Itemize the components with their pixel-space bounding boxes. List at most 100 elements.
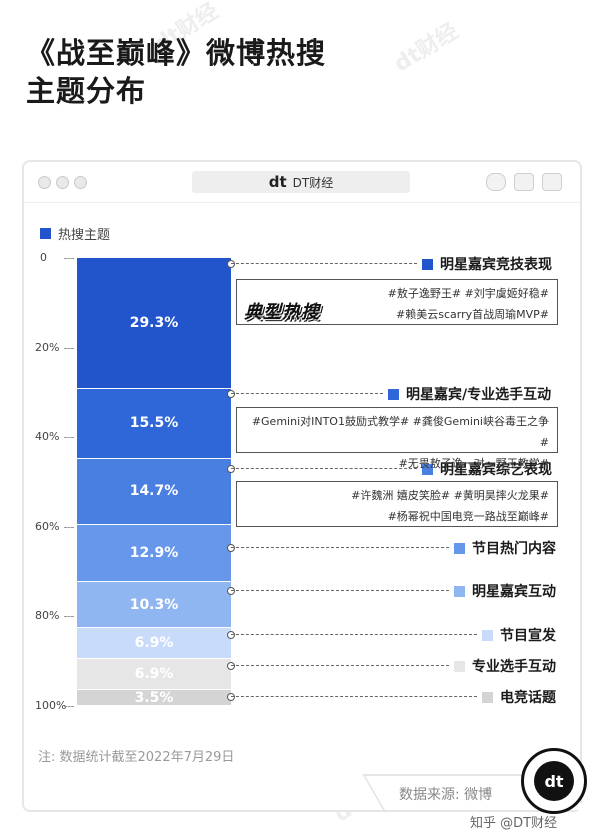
zoom-dot-icon[interactable]: [74, 176, 87, 189]
segment-value-label: 6.9%: [134, 666, 174, 683]
category-swatch: [422, 463, 433, 475]
category-label: 明星嘉宾综艺表现: [422, 459, 552, 479]
y-tick-mark: [64, 437, 74, 439]
y-tick-mark: [64, 347, 74, 349]
y-tick-label: 0: [40, 251, 47, 264]
leader-dot: [227, 544, 235, 552]
category-label: 节目热门内容: [454, 538, 556, 558]
category-label: 明星嘉宾/专业选手互动: [388, 384, 551, 404]
category-swatch: [454, 585, 465, 597]
leader-dot: [227, 465, 235, 473]
close-dot-icon[interactable]: [38, 176, 51, 189]
y-tick-mark: [64, 706, 74, 707]
typical-hot-search-stamp: 典型热搜: [244, 302, 320, 323]
bar-segment: 15.5%: [77, 389, 231, 459]
category-label: 节目宣发: [482, 625, 556, 645]
category-name: 明星嘉宾竞技表现: [440, 257, 552, 273]
leader-dot: [227, 662, 235, 670]
category-swatch: [482, 691, 493, 703]
credit-text: 知乎 @DT财经: [470, 816, 558, 831]
address-bar[interactable]: dt DT财经: [192, 171, 410, 193]
segment-value-label: 6.9%: [134, 635, 174, 652]
hot-search-tag-line: #无畏敖子逸一对一野王教学#: [398, 457, 549, 470]
leader-dot: [227, 390, 235, 398]
category-label: 明星嘉宾竞技表现: [422, 254, 552, 274]
hot-search-tag-line: #许魏洲 嬉皮笑脸# #黄明昊摔火龙果#: [351, 489, 549, 502]
hot-search-tag-line: #赖美云scarry首战周瑜MVP#: [396, 308, 549, 321]
bar-segment: 6.9%: [77, 659, 231, 691]
bar-segment: 6.9%: [77, 628, 231, 660]
leader-line: [231, 665, 449, 666]
category-swatch: [422, 258, 433, 270]
segment-value-label: 10.3%: [129, 596, 179, 613]
category-swatch: [454, 542, 465, 554]
share-icon[interactable]: [514, 173, 534, 191]
bar-segment: 10.3%: [77, 582, 231, 629]
toggle-icon[interactable]: [486, 173, 506, 191]
leader-line: [231, 696, 477, 697]
title-line-2: 主题分布: [26, 74, 147, 108]
page-title: 《战至巅峰》微博热搜 主题分布: [26, 34, 326, 110]
leader-dot: [227, 693, 235, 701]
leader-line: [231, 468, 417, 469]
watermark: dt财经: [390, 18, 463, 78]
dt-logo-icon: dt: [534, 761, 574, 801]
y-tick-mark: [64, 258, 74, 259]
category-swatch: [454, 660, 465, 672]
segment-value-label: 14.7%: [129, 483, 179, 500]
leader-line: [231, 393, 383, 394]
category-swatch: [482, 629, 493, 641]
data-source: 数据来源: 微博: [399, 787, 493, 803]
category-name: 明星嘉宾互动: [472, 584, 556, 600]
hot-search-examples-box: #Gemini对INTO1鼓励式教学# #龚俊Gemini峡谷毒王之争# #无畏敖…: [236, 407, 558, 470]
segment-value-label: 15.5%: [129, 415, 179, 432]
copy-icon[interactable]: [542, 173, 562, 191]
y-tick-label: 60%: [35, 519, 60, 533]
y-tick-mark: [64, 616, 74, 618]
brand-logo-icon: dt: [268, 173, 287, 191]
y-tick-label: 20%: [35, 340, 60, 354]
minimize-dot-icon[interactable]: [56, 176, 69, 189]
leader-dot: [227, 631, 235, 639]
leader-dot: [227, 260, 235, 268]
y-tick-mark: [64, 526, 74, 528]
bar-segment: 3.5%: [77, 690, 231, 706]
hot-search-examples-box: #许魏洲 嬉皮笑脸# #黄明昊摔火龙果# #杨幂祝中国电竞一路战至巅峰#: [236, 481, 558, 527]
category-name: 节目宣发: [500, 628, 556, 644]
category-name: 明星嘉宾/专业选手互动: [406, 387, 552, 403]
hot-search-tag-line: #Gemini对INTO1鼓励式教学# #龚俊Gemini峡谷毒王之争#: [251, 415, 549, 449]
y-tick-label: 40%: [35, 430, 60, 444]
category-name: 明星嘉宾综艺表现: [440, 462, 552, 478]
category-name: 节目热门内容: [472, 541, 556, 557]
legend-swatch: [40, 228, 51, 239]
brand-name: DT财经: [292, 175, 334, 190]
title-line-1: 《战至巅峰》微博热搜: [26, 36, 327, 70]
bar-segment: 29.3%: [77, 258, 231, 390]
bar-segment: 14.7%: [77, 458, 231, 525]
category-label: 电竞话题: [482, 687, 556, 707]
category-swatch: [388, 388, 399, 400]
leader-line: [231, 634, 477, 635]
segment-value-label: 3.5%: [134, 689, 174, 706]
hot-search-tag-line: #敖子逸野王# #刘宇虞姬好稳#: [387, 287, 549, 300]
y-tick-label: 80%: [35, 609, 60, 623]
hot-search-tag-line: #杨幂祝中国电竞一路战至巅峰#: [387, 510, 549, 523]
window-titlebar: dt DT财经: [24, 162, 580, 203]
segment-value-label: 12.9%: [129, 544, 179, 561]
category-name: 电竞话题: [500, 690, 556, 706]
dt-logo-badge: dt: [521, 748, 587, 814]
bar-segment: 12.9%: [77, 524, 231, 583]
legend-label: 热搜主题: [58, 228, 111, 243]
y-tick-label: 100%: [35, 699, 67, 712]
category-name: 专业选手互动: [472, 659, 556, 675]
category-label: 明星嘉宾互动: [454, 581, 556, 601]
leader-line: [231, 590, 449, 591]
segment-value-label: 29.3%: [129, 315, 179, 332]
footnote: 注: 数据统计截至2022年7月29日: [38, 750, 235, 765]
leader-dot: [227, 587, 235, 595]
category-label: 专业选手互动: [454, 656, 556, 676]
leader-line: [231, 547, 449, 548]
hot-search-examples-box: #敖子逸野王# #刘宇虞姬好稳# #赖美云scarry首战周瑜MVP#: [236, 279, 558, 325]
chart-legend: 热搜主题: [40, 224, 110, 243]
leader-line: [231, 263, 417, 264]
